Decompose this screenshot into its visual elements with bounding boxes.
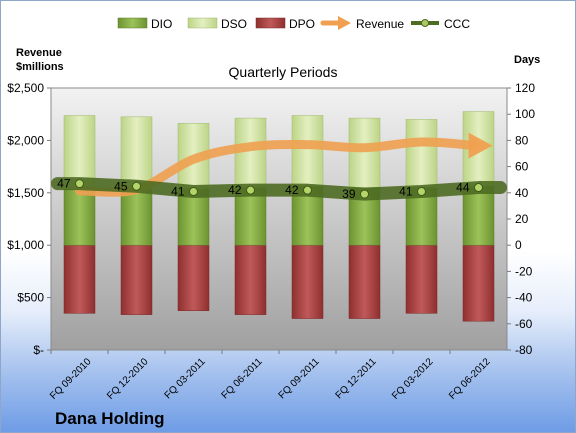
x-tick-label: FQ 03-2012 xyxy=(390,356,436,402)
ccc-line xyxy=(51,177,507,201)
left-tick-label: $2,000 xyxy=(7,133,44,147)
legend-ccc-icon xyxy=(411,19,439,27)
ccc-point xyxy=(303,185,312,195)
ccc-data-label: 44 xyxy=(456,181,470,195)
legend-ccc-label: CCC xyxy=(444,17,470,31)
plot-area xyxy=(50,87,508,351)
x-axis: FQ 09-2010 FQ 12-2010 FQ 03-2011 FQ 06-2011… xyxy=(48,350,493,402)
ccc-point xyxy=(360,189,369,199)
ccc-layer: 47 45 41 42 42 39 41 44 xyxy=(51,177,507,201)
ccc-point xyxy=(132,181,141,191)
dso-bar xyxy=(63,115,96,190)
legend-dpo-label: DPO xyxy=(289,17,315,31)
dso-bar xyxy=(291,115,324,187)
x-tick-label: FQ 09-2010 xyxy=(48,356,94,402)
right-tick-label: 0 xyxy=(515,238,522,252)
dso-bar xyxy=(120,116,153,190)
left-axis: $- $500 $1,000 $1,500 $2,000 $2,500 xyxy=(7,81,51,357)
x-tick-label: FQ 03-2011 xyxy=(163,356,208,401)
legend-dso-swatch xyxy=(187,17,218,29)
legend-dso-label: DSO xyxy=(221,17,247,31)
ccc-data-label: 45 xyxy=(114,179,128,193)
chart-title: Quarterly Periods xyxy=(229,64,338,80)
ccc-point xyxy=(474,183,483,193)
left-tick-label: $- xyxy=(33,343,44,357)
dpo-bar xyxy=(63,244,96,314)
ccc-point xyxy=(75,179,84,189)
right-axis-label: Days xyxy=(514,54,540,66)
dpo-bar xyxy=(348,244,381,319)
dpo-bar xyxy=(462,244,495,322)
legend-revenue-label: Revenue xyxy=(356,17,404,31)
x-tick-label: FQ 06-2011 xyxy=(220,356,265,401)
dpo-bar xyxy=(120,244,153,315)
legend: DIO DSO DPO Revenue CCC xyxy=(117,16,470,31)
right-tick-label: 80 xyxy=(515,133,529,147)
ccc-data-label: 41 xyxy=(171,184,185,198)
dpo-bar xyxy=(177,244,210,311)
dio-bar xyxy=(120,188,153,246)
revenue-arrowhead xyxy=(468,132,493,159)
ccc-data-label: 41 xyxy=(399,184,413,198)
right-tick-label: 100 xyxy=(515,107,535,121)
ccc-data-label: 47 xyxy=(57,177,71,191)
dso-bar xyxy=(234,117,267,188)
dso-bar xyxy=(405,119,438,188)
ccc-data-label: 42 xyxy=(228,183,242,197)
right-tick-label: 120 xyxy=(515,81,535,95)
left-tick-label: $2,500 xyxy=(7,81,44,95)
left-axis-label-line1: Revenue xyxy=(16,47,62,59)
dpo-bar xyxy=(234,244,267,315)
right-tick-label: -60 xyxy=(515,317,533,331)
right-tick-label: 40 xyxy=(515,186,529,200)
x-tick-label: FQ 12-2010 xyxy=(105,356,151,402)
right-axis: -80 -60 -40 -20 0 20 40 60 80 100 120 xyxy=(507,81,535,357)
legend-dio-swatch xyxy=(117,17,148,29)
legend-revenue-arrow-icon xyxy=(320,16,351,30)
left-axis-label-line2: $millions xyxy=(16,61,64,73)
right-tick-label: -20 xyxy=(515,264,533,278)
right-tick-label: 60 xyxy=(515,160,529,174)
dpo-bar xyxy=(291,244,324,319)
right-tick-label: -80 xyxy=(515,343,533,357)
dio-bar xyxy=(177,188,210,246)
right-tick-label: 20 xyxy=(515,212,529,226)
legend-dio-label: DIO xyxy=(151,17,172,31)
x-tick-label: FQ 12-2011 xyxy=(334,356,379,401)
left-tick-label: $1,500 xyxy=(7,186,44,200)
dso-bar xyxy=(348,117,381,188)
dio-bar xyxy=(63,188,96,246)
x-tick-label: FQ 09-2011 xyxy=(277,356,322,401)
left-tick-label: $500 xyxy=(17,291,44,305)
ccc-data-label: 42 xyxy=(285,183,299,197)
legend-dpo-swatch xyxy=(255,17,286,29)
right-tick-label: -40 xyxy=(515,291,533,305)
dio-bar xyxy=(234,187,267,246)
ccc-data-label: 39 xyxy=(342,187,356,201)
company-name: Dana Holding xyxy=(55,409,165,428)
dpo-bar xyxy=(405,244,438,314)
left-tick-label: $1,000 xyxy=(7,238,44,252)
ccc-point xyxy=(417,186,426,196)
x-tick-label: FQ 06-2012 xyxy=(447,356,493,402)
ccc-point xyxy=(189,186,198,196)
dio-bar xyxy=(462,186,495,246)
ccc-point xyxy=(246,185,255,195)
